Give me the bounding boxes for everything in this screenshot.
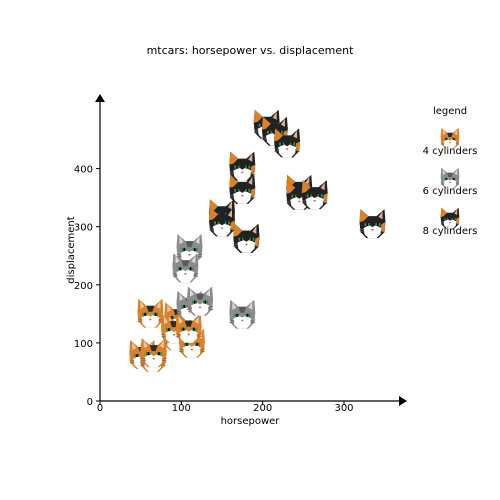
cat-face-black-point	[229, 151, 256, 181]
cat-face-orange-point	[137, 298, 164, 329]
x-tick-label: 0	[97, 403, 103, 414]
cat-face-black-point	[301, 179, 328, 210]
data-points	[129, 109, 386, 372]
legend-title: legend	[433, 106, 467, 117]
x-tick-label: 300	[334, 403, 353, 414]
legend-label: 6 cylinders	[423, 186, 478, 197]
y-tick-label: 0	[87, 397, 93, 408]
y-tick-label: 300	[74, 223, 93, 234]
y-tick-label: 400	[74, 165, 93, 176]
axes	[95, 94, 407, 406]
y-tick-label: 100	[74, 339, 93, 350]
x-tick-label: 100	[172, 403, 191, 414]
cat-face-gray-point	[229, 299, 256, 330]
y-ticks: 0 100 200 300 400	[74, 165, 100, 408]
cat-face-black-point	[233, 223, 260, 254]
y-axis-label: displacement	[66, 216, 77, 283]
y-axis-arrow	[95, 94, 105, 102]
chart-title: mtcars: horsepower vs. displacement	[147, 44, 355, 57]
cat-face-gray-point	[186, 286, 214, 316]
x-axis-label: horsepower	[221, 416, 281, 427]
legend-label: 4 cylinders	[423, 146, 478, 157]
legend-label: 8 cylinders	[423, 226, 478, 237]
x-axis-arrow	[399, 396, 407, 406]
y-tick-label: 200	[74, 281, 93, 292]
x-ticks: 0 100 200 300	[97, 401, 354, 414]
cat-face-black-point	[359, 208, 386, 239]
x-tick-label: 200	[253, 403, 272, 414]
cat-face-gray-point	[176, 233, 203, 264]
legend: legend 4 cylinders 6 cylinders 8 cylinders	[423, 106, 478, 237]
